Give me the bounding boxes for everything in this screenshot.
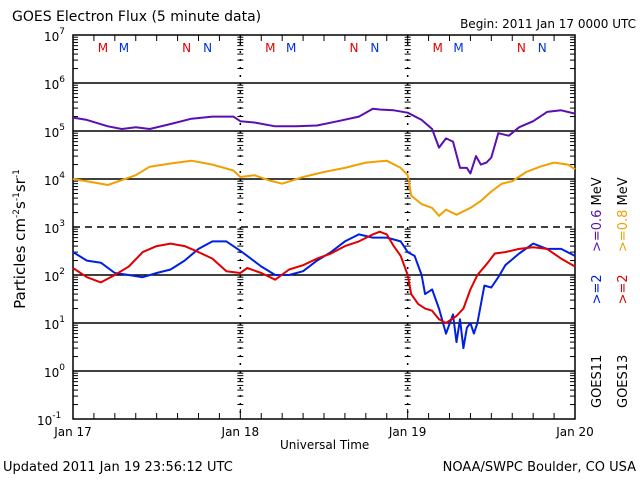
- y-tick-label: 101: [44, 315, 65, 332]
- local-time-marker: M: [453, 41, 463, 55]
- updated-timestamp: Updated 2011 Jan 19 23:56:12 UTC: [3, 460, 233, 475]
- local-time-marker: M: [286, 41, 296, 55]
- series-line-0: [72, 107, 576, 175]
- local-time-marker: M: [265, 41, 275, 55]
- series-line-2: [72, 233, 576, 350]
- local-time-marker: N: [182, 41, 191, 55]
- y-tick-label: 107: [44, 27, 65, 44]
- y-tick-label: 102: [44, 267, 65, 284]
- local-time-marker: N: [538, 41, 547, 55]
- local-time-marker: M: [98, 41, 108, 55]
- local-time-marker: N: [517, 41, 526, 55]
- y-tick-label: 104: [44, 171, 65, 188]
- x-tick-label: Jan 18: [221, 425, 260, 439]
- y-tick-label: 10-1: [37, 411, 61, 428]
- chart-title: GOES Electron Flux (5 minute data): [12, 9, 262, 25]
- local-time-marker: N: [349, 41, 358, 55]
- begin-time: Begin: 2011 Jan 17 0000 UTC: [460, 17, 636, 31]
- series-line-1: [72, 159, 576, 217]
- credit-label: NOAA/SWPC Boulder, CO USA: [442, 460, 636, 475]
- x-tick-label: Jan 17: [53, 425, 92, 439]
- local-time-marker: M: [119, 41, 129, 55]
- x-tick-label: Jan 19: [388, 425, 427, 439]
- y-tick-label: 105: [44, 123, 65, 140]
- x-tick-label: Jan 20: [555, 425, 594, 439]
- local-time-marker: N: [370, 41, 379, 55]
- local-time-marker: N: [203, 41, 212, 55]
- y-tick-label: 100: [44, 363, 65, 380]
- x-axis-label: Universal Time: [280, 438, 370, 452]
- series-line-3: [72, 230, 576, 324]
- local-time-marker: M: [432, 41, 442, 55]
- y-tick-label: 103: [44, 219, 65, 236]
- y-tick-label: 106: [44, 75, 65, 92]
